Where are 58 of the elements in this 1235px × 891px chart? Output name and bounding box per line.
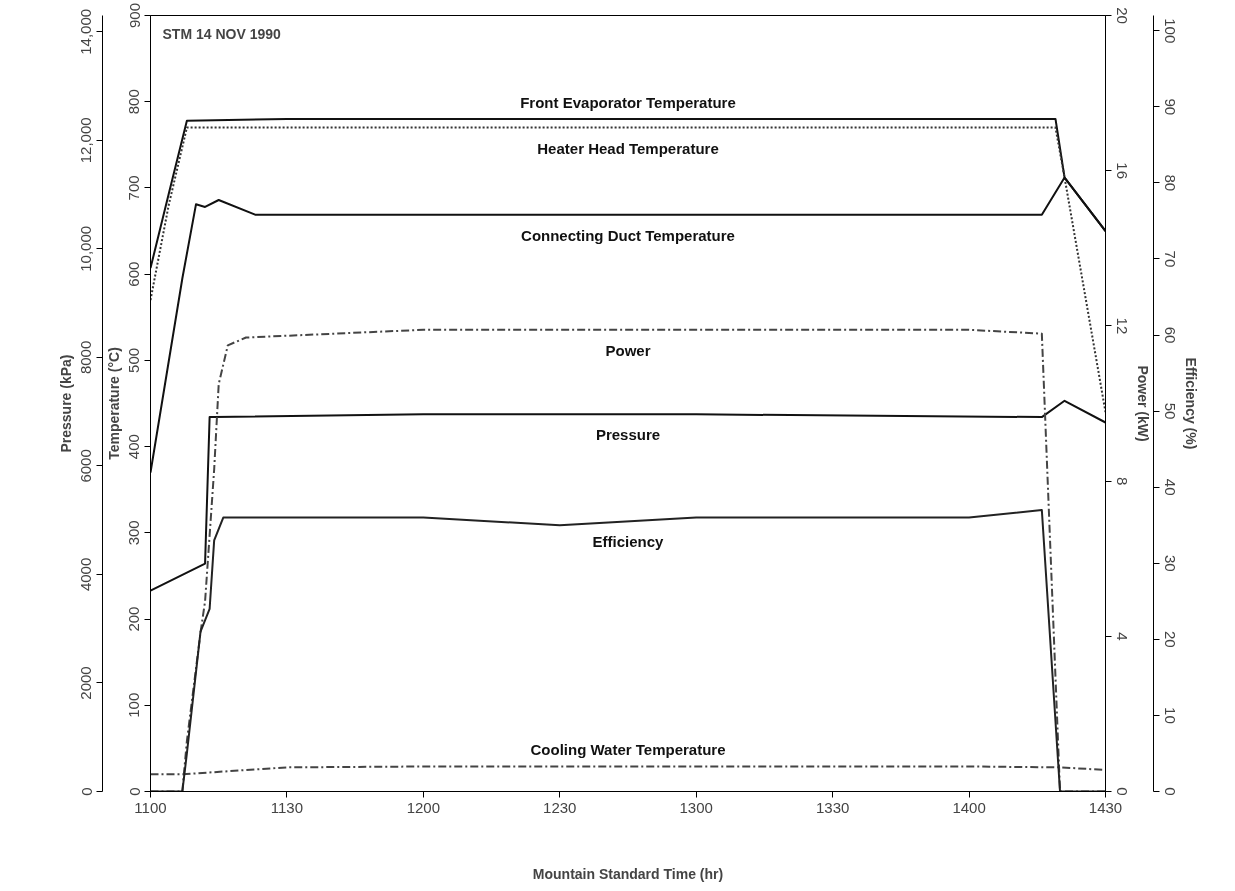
x-axis-title: Mountain Standard Time (hr) <box>532 865 724 882</box>
line-series <box>150 399 1106 592</box>
series-label: Power <box>605 341 651 359</box>
y2-tick-label: 12,000 <box>77 117 95 164</box>
y-tick-label: 4 <box>1113 632 1131 641</box>
y2-tick-label: 70 <box>1161 250 1179 268</box>
y2-tick-label: 60 <box>1161 326 1179 344</box>
y2-tick-label: 40 <box>1161 478 1179 496</box>
series-label: Connecting Duct Temperature <box>521 226 735 244</box>
y-axis-title: Power (kW) <box>1134 365 1151 442</box>
y-axis-title: Temperature (°C) <box>105 347 122 460</box>
x-tick-label: 1200 <box>406 798 441 816</box>
line-series <box>150 126 1106 414</box>
y-tick-label: 0 <box>1113 787 1131 796</box>
y2-tick-label: 0 <box>1161 787 1179 796</box>
x-tick-label: 1400 <box>952 798 986 816</box>
y-tick-label: 12 <box>1113 317 1131 335</box>
y2-axis-title: Pressure (kPa) <box>57 354 74 453</box>
y2-tick-label: 0 <box>77 787 95 796</box>
x-tick-label: 1330 <box>815 798 850 816</box>
x-tick-label: 1100 <box>134 798 167 816</box>
y-tick-label: 0 <box>125 787 143 796</box>
y-tick-label: 100 <box>125 692 143 718</box>
y2-tick-label: 2000 <box>77 666 95 700</box>
y2-tick-label: 80 <box>1161 174 1179 192</box>
y2-tick-label: 10 <box>1161 707 1179 724</box>
series-label: Front Evaporator Temperature <box>520 93 736 111</box>
y2-axis-title: Efficiency (%) <box>1182 357 1199 450</box>
y-tick-label: 600 <box>125 261 143 287</box>
y-tick-label: 700 <box>125 175 143 201</box>
y-tick-label: 20 <box>1113 7 1131 24</box>
y-tick-label: 16 <box>1113 162 1131 180</box>
y-tick-label: 500 <box>125 347 143 373</box>
x-tick-label: 1300 <box>679 798 713 816</box>
y2-tick-label: 50 <box>1161 402 1179 420</box>
series-label: Efficiency <box>592 533 665 551</box>
y-tick-label: 8 <box>1113 476 1131 486</box>
y-tick-label: 300 <box>125 520 143 546</box>
series-label: Pressure <box>595 426 661 444</box>
y2-tick-label: 100 <box>1161 18 1179 44</box>
y2-tick-label: 4000 <box>77 557 95 592</box>
annotation: STM 14 NOV 1990 <box>162 25 281 42</box>
y-tick-label: 200 <box>125 606 143 632</box>
y-tick-label: 900 <box>125 2 143 29</box>
x-tick-label: 1230 <box>543 798 577 816</box>
series-label: Cooling Water Temperature <box>530 741 726 759</box>
y2-tick-label: 20 <box>1161 631 1179 648</box>
y2-tick-label: 14,000 <box>77 8 95 55</box>
y-tick-label: 400 <box>125 434 143 460</box>
y2-tick-label: 6000 <box>77 449 95 483</box>
series-label: Heater Head Temperature <box>537 139 719 157</box>
x-tick-label: 1130 <box>270 798 304 816</box>
y2-tick-label: 90 <box>1161 98 1179 116</box>
x-tick-label: 1430 <box>1088 798 1123 816</box>
y2-tick-label: 30 <box>1161 554 1179 572</box>
y2-tick-label: 8000 <box>77 340 95 375</box>
y2-tick-label: 10,000 <box>77 225 95 272</box>
y-tick-label: 800 <box>125 89 143 115</box>
